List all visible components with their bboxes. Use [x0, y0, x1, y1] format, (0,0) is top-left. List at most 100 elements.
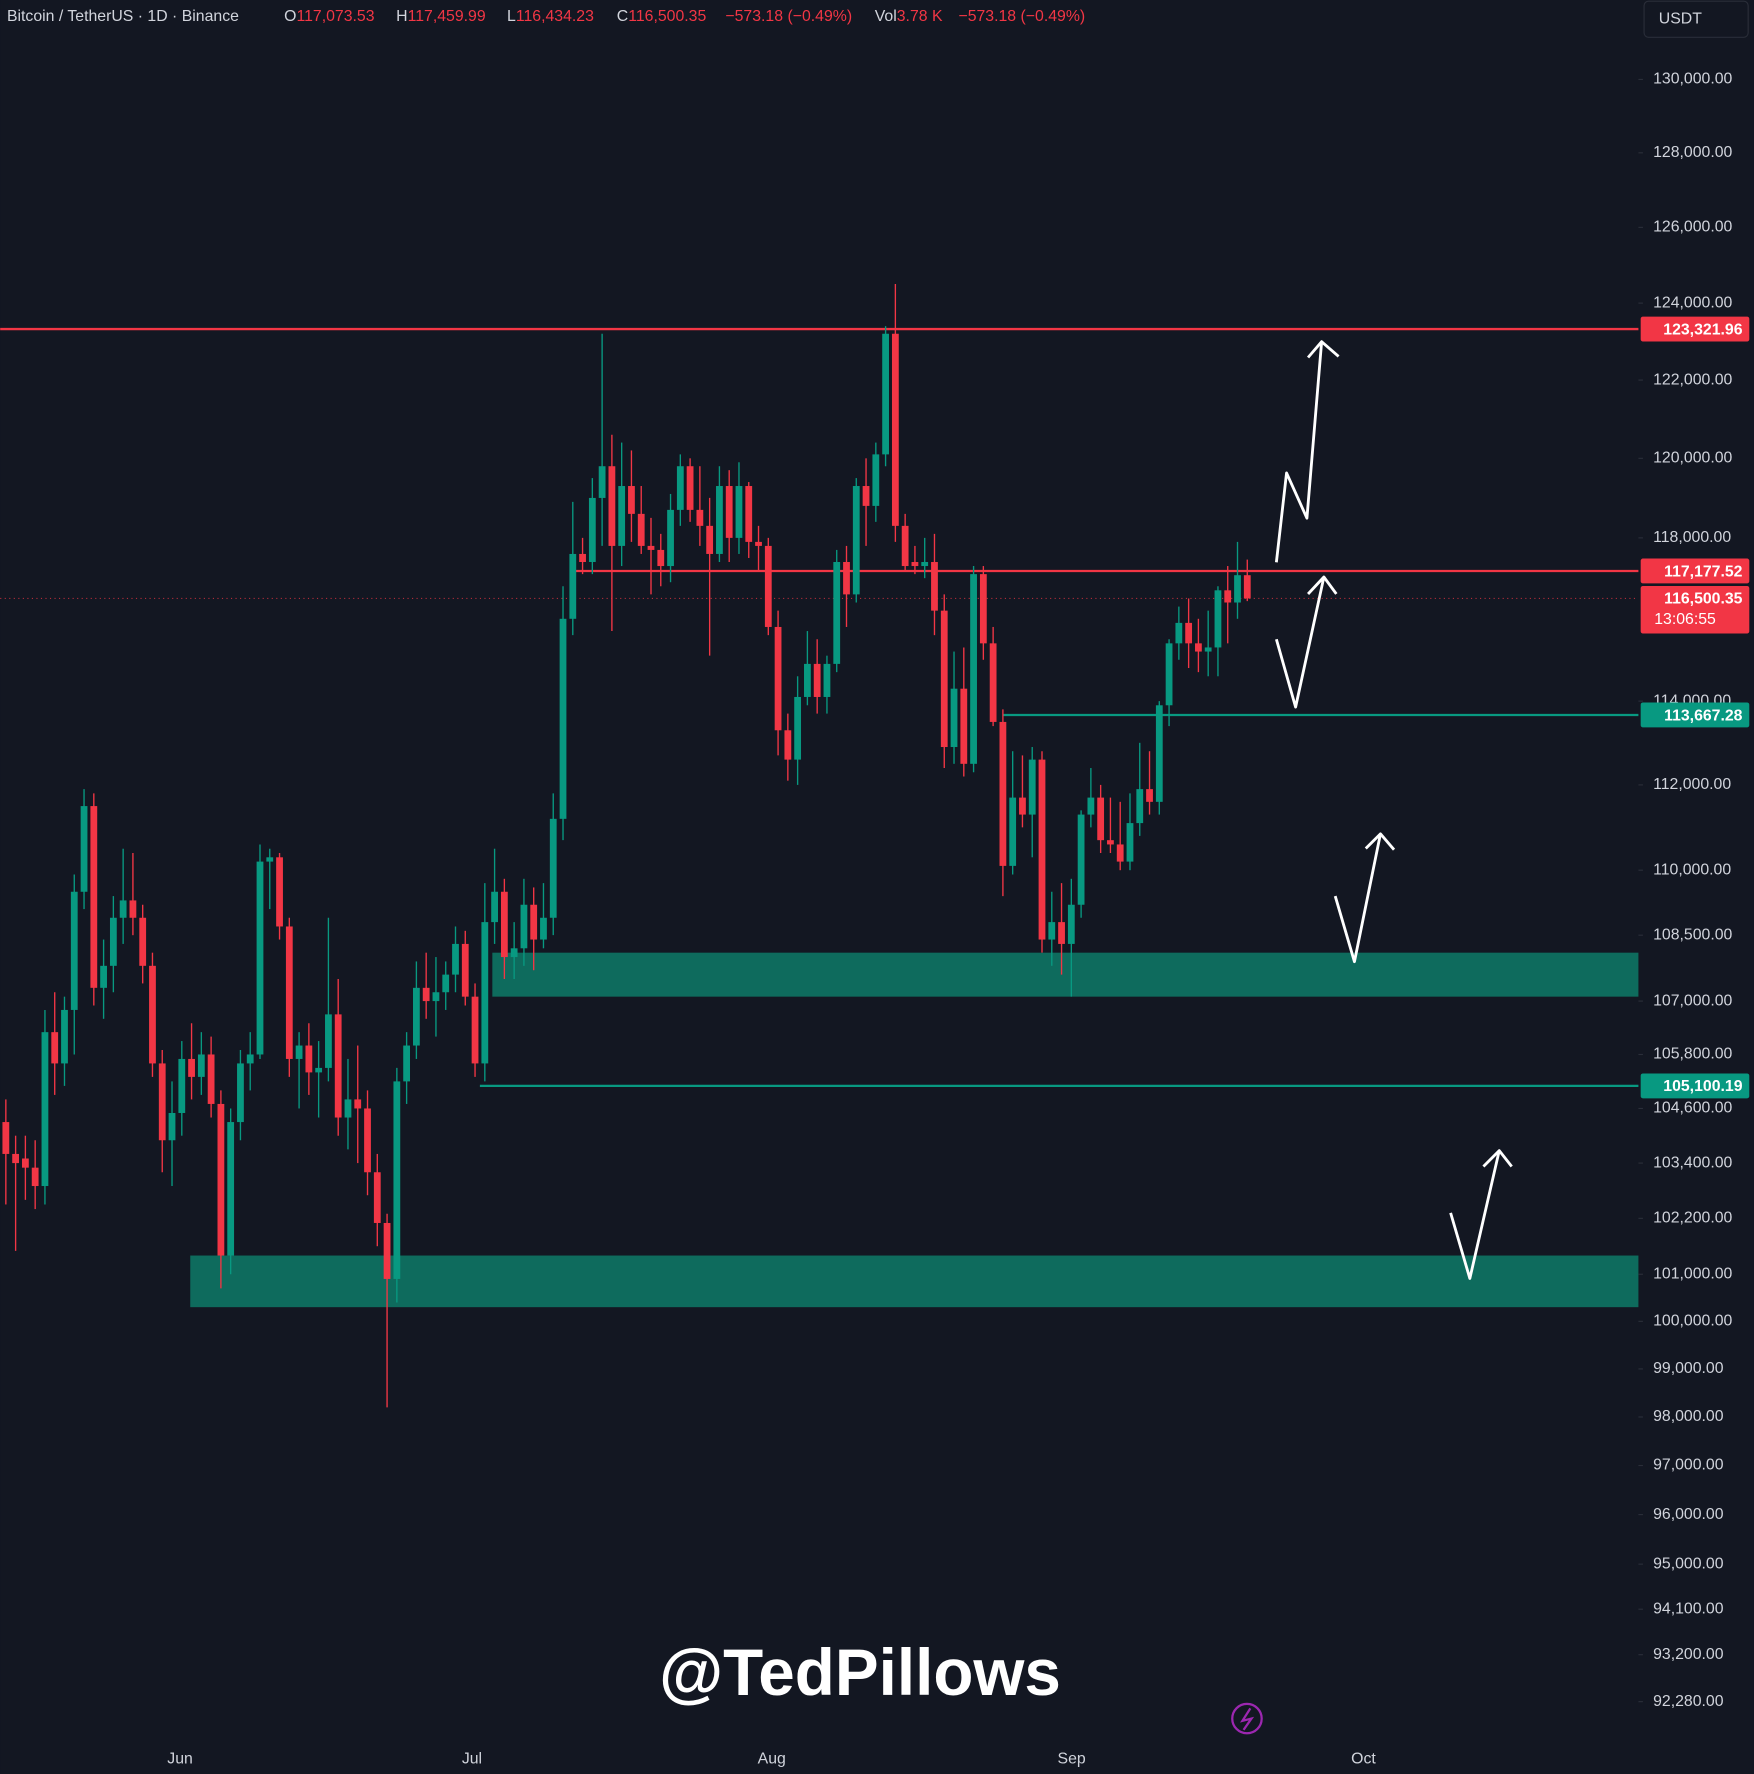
candle-body — [901, 525, 909, 567]
y-tick-label: 95,000.00 — [1653, 1555, 1724, 1572]
volume-key: Vol — [875, 8, 897, 25]
candle-body — [784, 730, 792, 760]
candle-body — [334, 1014, 342, 1118]
arrow — [1333, 833, 1382, 964]
candle-body — [999, 721, 1007, 866]
lightning-button[interactable] — [1231, 1702, 1263, 1735]
y-tick-label: 130,000.00 — [1653, 71, 1732, 88]
candle-body — [891, 333, 899, 526]
candle-body — [1019, 797, 1026, 815]
level-label-box — [1640, 1073, 1750, 1099]
ohlc-value: 116,500.35 — [628, 8, 706, 25]
candle-body — [540, 917, 547, 940]
arrow — [1274, 341, 1324, 563]
candle-body — [706, 525, 714, 554]
currency-button[interactable]: USDT — [1643, 0, 1749, 38]
candle-body — [461, 943, 469, 997]
arrow-head — [1307, 575, 1338, 595]
candle-body — [686, 466, 694, 510]
candle-body — [716, 486, 723, 554]
candle-body — [882, 333, 889, 455]
candle-body — [422, 987, 430, 1002]
candle-body — [843, 562, 850, 595]
candle-body — [1175, 622, 1183, 644]
candle-body — [813, 663, 821, 697]
candle-body — [217, 1103, 225, 1256]
candle-body — [197, 1054, 205, 1077]
candle-body — [1195, 643, 1202, 652]
candle-body — [90, 806, 98, 988]
candle-body — [109, 917, 117, 966]
candle-body — [491, 891, 498, 923]
candle-body — [129, 900, 137, 918]
header: Bitcoin / TetherUS · 1D · Binance O117,0… — [7, 8, 1085, 25]
arrow-head — [1364, 832, 1396, 851]
y-tick-label: 118,000.00 — [1653, 529, 1731, 546]
candle-body — [1155, 705, 1163, 802]
candle-body — [207, 1054, 215, 1104]
candle-body — [51, 1032, 59, 1064]
candle-body — [979, 574, 987, 644]
candle-body — [657, 549, 665, 567]
level-label: 113,667.28 — [1664, 707, 1743, 724]
candle-body — [276, 857, 283, 927]
candle-body — [725, 486, 733, 538]
ohlc-key: O — [284, 8, 296, 25]
candle-body — [862, 486, 870, 506]
candle-body — [403, 1045, 411, 1082]
candle-body — [70, 891, 78, 1010]
candle-body — [315, 1067, 323, 1073]
candle-body — [12, 1153, 20, 1164]
y-tick-label: 94,100.00 — [1653, 1600, 1724, 1617]
candle-body — [1204, 647, 1212, 652]
candle-body — [237, 1063, 244, 1123]
candle-body — [1038, 759, 1046, 940]
currency-button-box[interactable] — [1643, 0, 1749, 38]
candle-body — [1048, 922, 1056, 940]
x-tick-label: Jun — [167, 1750, 193, 1767]
candle-body — [373, 1172, 381, 1223]
y-tick-label: 103,400.00 — [1653, 1154, 1732, 1171]
level-label-box — [1640, 702, 1750, 728]
y-tick-label: 120,000.00 — [1653, 450, 1732, 467]
y-tick-label: 102,200.00 — [1653, 1210, 1732, 1227]
candle-body — [579, 553, 586, 563]
level-label: 117,177.52 — [1664, 563, 1743, 580]
x-tick-label: Sep — [1058, 1750, 1086, 1767]
candle-body — [412, 987, 420, 1046]
candle-body — [970, 574, 977, 764]
candle-body — [41, 1032, 49, 1187]
countdown-label: 13:06:55 — [1654, 611, 1716, 628]
candle-body — [931, 562, 938, 611]
candle-body — [119, 900, 127, 918]
last-price-label: 116,500.35 — [1664, 591, 1743, 608]
candle-body — [921, 562, 929, 567]
candle-body — [794, 696, 802, 760]
y-tick-label: 110,000.00 — [1653, 861, 1731, 878]
y-tick-label: 100,000.00 — [1653, 1313, 1732, 1330]
support-zone — [492, 952, 1639, 997]
candle-body — [325, 1014, 332, 1068]
y-tick-label: 99,000.00 — [1653, 1360, 1724, 1377]
candle-body — [989, 643, 997, 722]
candle-body — [1243, 575, 1251, 599]
volume-change: −573.18 (−0.49%) — [958, 8, 1085, 25]
candle-body — [393, 1081, 401, 1279]
level-label-box — [1640, 558, 1750, 584]
lightning-circle[interactable] — [1231, 1702, 1263, 1735]
level-label-box — [1640, 316, 1750, 342]
candle-body — [2, 1122, 10, 1154]
candle-body — [1087, 797, 1095, 815]
candle-body — [872, 454, 880, 506]
candle-body — [295, 1045, 303, 1059]
x-tick-label: Oct — [1351, 1750, 1376, 1767]
price-change: −573.18 (−0.49%) — [725, 8, 852, 25]
candle-body — [158, 1063, 166, 1141]
lightning-icon[interactable] — [1239, 1707, 1255, 1731]
y-tick-label: 108,500.00 — [1653, 926, 1732, 943]
candle-body — [61, 1009, 68, 1064]
currency-label[interactable]: USDT — [1659, 10, 1702, 27]
candle-body — [364, 1108, 371, 1173]
ohlc-value: 117,459.99 — [408, 8, 486, 25]
